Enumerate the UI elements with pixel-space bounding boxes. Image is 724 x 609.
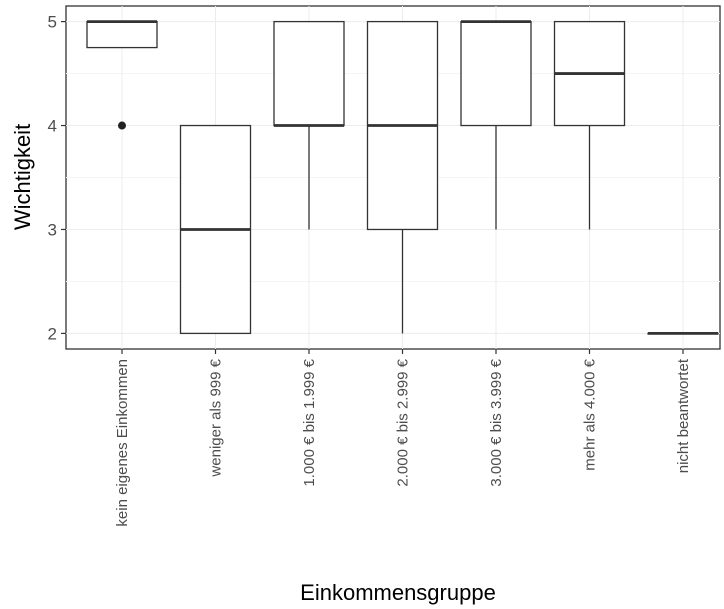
y-tick-label: 5	[48, 13, 57, 32]
x-tick-label: nicht beantwortet	[675, 358, 692, 473]
x-axis-title: Einkommensgruppe	[300, 580, 496, 605]
y-tick-label: 3	[48, 220, 57, 239]
y-axis: 2 3 4 5	[48, 13, 66, 343]
box-2	[179, 124, 252, 335]
x-tick-label: 2.000 € bis 2.999 €	[395, 358, 412, 486]
box-group	[86, 20, 719, 335]
x-tick-label: mehr als 4.000 €	[582, 358, 599, 470]
x-tick-label: 3.000 € bis 3.999 €	[488, 358, 505, 486]
box-1	[86, 20, 158, 130]
box-4	[366, 20, 439, 334]
x-tick-label: kein eigenes Einkommen	[114, 359, 131, 527]
y-tick-label: 2	[48, 324, 57, 343]
y-axis-title: Wichtigkeit	[10, 124, 35, 230]
outlier-point	[118, 121, 126, 130]
box-iqr	[273, 20, 345, 127]
x-tick-label: 1.000 € bis 1.999 €	[301, 358, 318, 486]
box-iqr	[460, 20, 532, 127]
y-tick-label: 4	[48, 117, 57, 136]
x-axis: kein eigenes Einkommen weniger als 999 € 1…	[114, 349, 692, 527]
x-tick-label: weniger als 999 €	[208, 358, 225, 477]
box-5	[460, 20, 532, 230]
box-7	[647, 332, 719, 335]
box-iqr	[86, 20, 158, 49]
box-3	[273, 20, 345, 230]
box-6	[553, 20, 626, 230]
